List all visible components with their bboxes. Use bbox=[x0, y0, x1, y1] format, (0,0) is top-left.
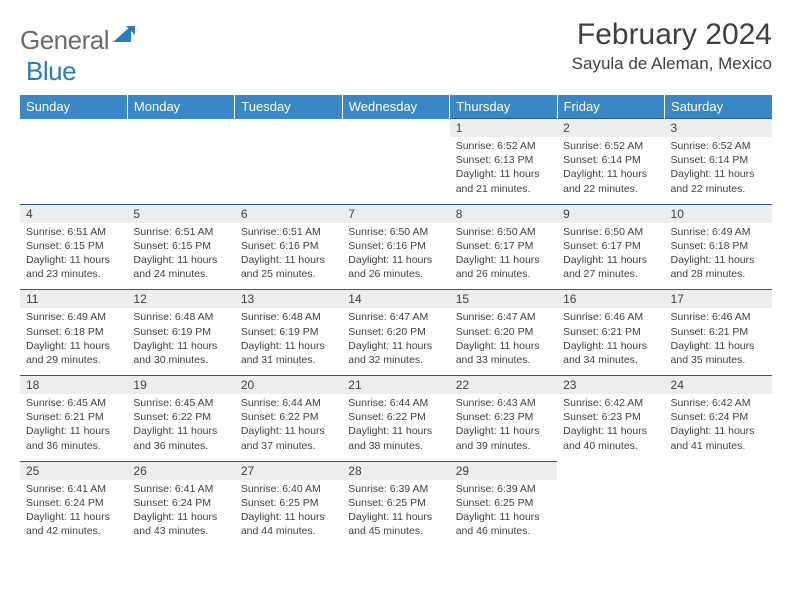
day-number-cell: 12 bbox=[127, 290, 234, 309]
day-detail-cell bbox=[342, 137, 449, 204]
day-detail-cell: Sunrise: 6:44 AMSunset: 6:22 PMDaylight:… bbox=[342, 394, 449, 461]
day-detail-cell: Sunrise: 6:41 AMSunset: 6:24 PMDaylight:… bbox=[20, 480, 127, 547]
day-detail-cell: Sunrise: 6:47 AMSunset: 6:20 PMDaylight:… bbox=[450, 308, 557, 375]
day-number-cell: 2 bbox=[557, 119, 664, 138]
day-detail-cell: Sunrise: 6:43 AMSunset: 6:23 PMDaylight:… bbox=[450, 394, 557, 461]
day-detail-cell bbox=[235, 137, 342, 204]
day-detail-cell: Sunrise: 6:45 AMSunset: 6:22 PMDaylight:… bbox=[127, 394, 234, 461]
day-detail-cell: Sunrise: 6:41 AMSunset: 6:24 PMDaylight:… bbox=[127, 480, 234, 547]
day-number-cell: 7 bbox=[342, 204, 449, 223]
day-number-cell: 4 bbox=[20, 204, 127, 223]
logo-text-general: General bbox=[20, 25, 109, 56]
day-number-cell: 14 bbox=[342, 290, 449, 309]
day-number-cell: 1 bbox=[450, 119, 557, 138]
month-title: February 2024 bbox=[572, 18, 772, 52]
day-detail-cell: Sunrise: 6:46 AMSunset: 6:21 PMDaylight:… bbox=[665, 308, 772, 375]
day-number-cell bbox=[557, 461, 664, 480]
day-detail-row: Sunrise: 6:52 AMSunset: 6:13 PMDaylight:… bbox=[20, 137, 772, 204]
logo: General bbox=[20, 24, 137, 57]
day-detail-row: Sunrise: 6:45 AMSunset: 6:21 PMDaylight:… bbox=[20, 394, 772, 461]
logo-text-blue: Blue bbox=[26, 56, 76, 87]
day-detail-cell: Sunrise: 6:39 AMSunset: 6:25 PMDaylight:… bbox=[342, 480, 449, 547]
day-detail-cell bbox=[127, 137, 234, 204]
day-number-row: 11121314151617 bbox=[20, 290, 772, 309]
weekday-header: Sunday bbox=[20, 95, 127, 119]
day-number-cell: 21 bbox=[342, 376, 449, 395]
day-detail-cell: Sunrise: 6:42 AMSunset: 6:24 PMDaylight:… bbox=[665, 394, 772, 461]
calendar-header-row: SundayMondayTuesdayWednesdayThursdayFrid… bbox=[20, 95, 772, 119]
day-number-cell: 18 bbox=[20, 376, 127, 395]
day-number-cell: 27 bbox=[235, 461, 342, 480]
day-detail-cell: Sunrise: 6:49 AMSunset: 6:18 PMDaylight:… bbox=[20, 308, 127, 375]
weekday-header: Wednesday bbox=[342, 95, 449, 119]
day-number-cell bbox=[127, 119, 234, 138]
day-number-cell: 3 bbox=[665, 119, 772, 138]
day-number-cell: 22 bbox=[450, 376, 557, 395]
day-number-cell: 15 bbox=[450, 290, 557, 309]
day-number-cell: 25 bbox=[20, 461, 127, 480]
day-number-row: 45678910 bbox=[20, 204, 772, 223]
day-number-cell: 6 bbox=[235, 204, 342, 223]
day-detail-cell: Sunrise: 6:51 AMSunset: 6:16 PMDaylight:… bbox=[235, 223, 342, 290]
weekday-header: Saturday bbox=[665, 95, 772, 119]
day-number-cell bbox=[20, 119, 127, 138]
day-number-cell bbox=[235, 119, 342, 138]
day-number-cell: 17 bbox=[665, 290, 772, 309]
day-detail-cell: Sunrise: 6:44 AMSunset: 6:22 PMDaylight:… bbox=[235, 394, 342, 461]
day-detail-cell: Sunrise: 6:39 AMSunset: 6:25 PMDaylight:… bbox=[450, 480, 557, 547]
day-detail-cell: Sunrise: 6:40 AMSunset: 6:25 PMDaylight:… bbox=[235, 480, 342, 547]
day-number-cell: 11 bbox=[20, 290, 127, 309]
weekday-header: Monday bbox=[127, 95, 234, 119]
day-number-cell: 24 bbox=[665, 376, 772, 395]
day-detail-cell: Sunrise: 6:46 AMSunset: 6:21 PMDaylight:… bbox=[557, 308, 664, 375]
day-number-cell: 5 bbox=[127, 204, 234, 223]
day-number-cell: 10 bbox=[665, 204, 772, 223]
day-number-cell: 19 bbox=[127, 376, 234, 395]
day-detail-row: Sunrise: 6:51 AMSunset: 6:15 PMDaylight:… bbox=[20, 223, 772, 290]
day-number-cell: 13 bbox=[235, 290, 342, 309]
weekday-header: Tuesday bbox=[235, 95, 342, 119]
day-detail-cell bbox=[557, 480, 664, 547]
day-detail-cell: Sunrise: 6:48 AMSunset: 6:19 PMDaylight:… bbox=[235, 308, 342, 375]
logo-triangle-icon bbox=[113, 24, 135, 47]
day-detail-cell: Sunrise: 6:50 AMSunset: 6:17 PMDaylight:… bbox=[450, 223, 557, 290]
day-number-cell bbox=[665, 461, 772, 480]
day-detail-row: Sunrise: 6:41 AMSunset: 6:24 PMDaylight:… bbox=[20, 480, 772, 547]
day-detail-cell: Sunrise: 6:50 AMSunset: 6:17 PMDaylight:… bbox=[557, 223, 664, 290]
calendar-table: SundayMondayTuesdayWednesdayThursdayFrid… bbox=[20, 95, 772, 546]
day-number-cell: 23 bbox=[557, 376, 664, 395]
day-detail-cell: Sunrise: 6:42 AMSunset: 6:23 PMDaylight:… bbox=[557, 394, 664, 461]
day-number-row: 18192021222324 bbox=[20, 376, 772, 395]
day-detail-cell: Sunrise: 6:51 AMSunset: 6:15 PMDaylight:… bbox=[127, 223, 234, 290]
day-detail-cell: Sunrise: 6:48 AMSunset: 6:19 PMDaylight:… bbox=[127, 308, 234, 375]
day-detail-cell: Sunrise: 6:51 AMSunset: 6:15 PMDaylight:… bbox=[20, 223, 127, 290]
day-number-cell bbox=[342, 119, 449, 138]
day-number-row: 2526272829 bbox=[20, 461, 772, 480]
day-detail-cell: Sunrise: 6:52 AMSunset: 6:14 PMDaylight:… bbox=[557, 137, 664, 204]
weekday-header: Friday bbox=[557, 95, 664, 119]
day-detail-cell: Sunrise: 6:49 AMSunset: 6:18 PMDaylight:… bbox=[665, 223, 772, 290]
day-number-cell: 8 bbox=[450, 204, 557, 223]
day-number-cell: 9 bbox=[557, 204, 664, 223]
day-number-cell: 16 bbox=[557, 290, 664, 309]
day-detail-cell: Sunrise: 6:45 AMSunset: 6:21 PMDaylight:… bbox=[20, 394, 127, 461]
title-block: February 2024 Sayula de Aleman, Mexico bbox=[572, 18, 772, 74]
day-detail-cell bbox=[20, 137, 127, 204]
day-detail-row: Sunrise: 6:49 AMSunset: 6:18 PMDaylight:… bbox=[20, 308, 772, 375]
day-number-cell: 20 bbox=[235, 376, 342, 395]
day-number-cell: 29 bbox=[450, 461, 557, 480]
day-number-cell: 26 bbox=[127, 461, 234, 480]
day-number-cell: 28 bbox=[342, 461, 449, 480]
day-detail-cell: Sunrise: 6:52 AMSunset: 6:13 PMDaylight:… bbox=[450, 137, 557, 204]
day-detail-cell: Sunrise: 6:47 AMSunset: 6:20 PMDaylight:… bbox=[342, 308, 449, 375]
day-detail-cell: Sunrise: 6:52 AMSunset: 6:14 PMDaylight:… bbox=[665, 137, 772, 204]
location: Sayula de Aleman, Mexico bbox=[572, 54, 772, 74]
day-detail-cell: Sunrise: 6:50 AMSunset: 6:16 PMDaylight:… bbox=[342, 223, 449, 290]
day-detail-cell bbox=[665, 480, 772, 547]
day-number-row: 123 bbox=[20, 119, 772, 138]
weekday-header: Thursday bbox=[450, 95, 557, 119]
